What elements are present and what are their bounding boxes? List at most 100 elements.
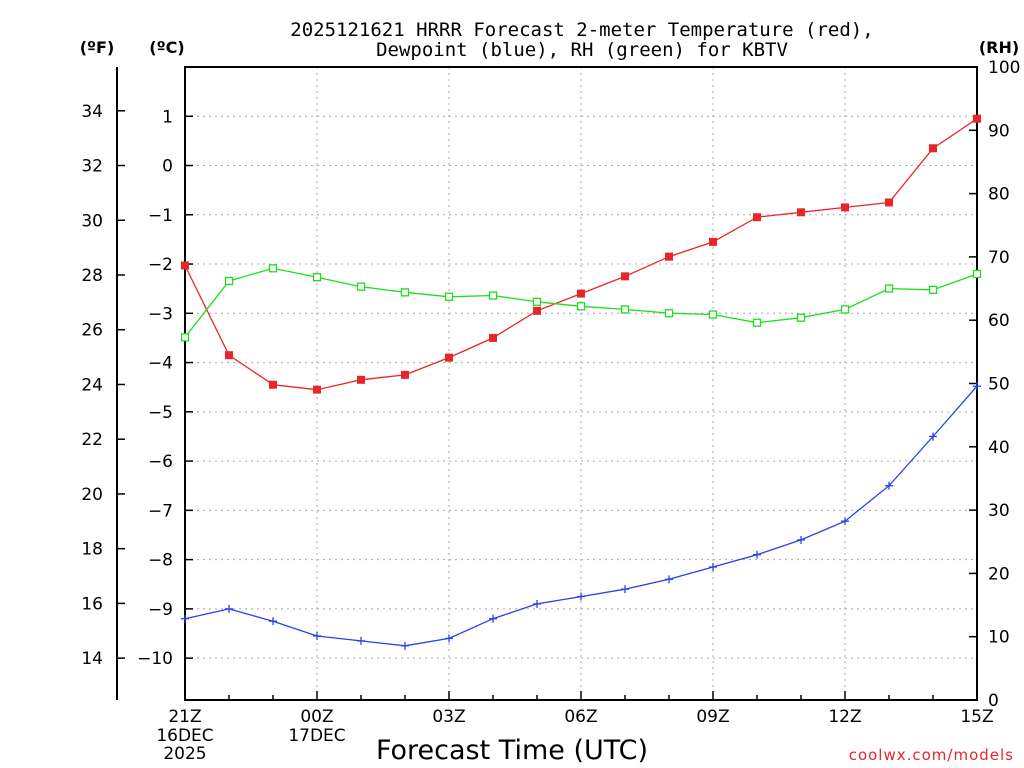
fahrenheit-tick-label: 22 (81, 430, 103, 450)
fahrenheit-tick-label: 34 (81, 102, 103, 122)
temperature-point (973, 114, 981, 123)
year-tick-label: 2025 (163, 744, 206, 764)
dewpoint-point (533, 599, 541, 608)
celsius-tick-label: 1 (162, 107, 173, 127)
temperature-point (665, 252, 673, 261)
fahrenheit-tick-label: 28 (81, 266, 103, 286)
rh-point (400, 288, 410, 297)
rh-point (576, 302, 586, 311)
fahrenheit-tick-label: 32 (81, 157, 103, 177)
dewpoint-point (401, 641, 409, 650)
rh-point (620, 305, 630, 314)
rh-point (224, 276, 234, 286)
temperature-point (489, 333, 497, 342)
dewpoint-point (665, 575, 673, 584)
chart-subtitle: Dewpoint (blue), RH (green) for KBTV (376, 39, 788, 61)
rh-tick-label: 50 (988, 375, 1010, 395)
temperature-point (929, 144, 937, 153)
x-axis-label: Forecast Time (UTC) (376, 735, 648, 766)
time-tick-label: 21Z (168, 707, 201, 727)
celsius-tick-label: −5 (148, 403, 173, 423)
rh-point (708, 310, 718, 319)
time-tick-label: 12Z (828, 707, 861, 727)
rh-tick-label: 20 (988, 564, 1010, 584)
temperature-point (841, 203, 849, 212)
dewpoint-point (357, 636, 365, 645)
fahrenheit-unit-label: (ºF) (80, 38, 115, 57)
rh-point (972, 269, 982, 279)
time-tick-label: 09Z (696, 707, 729, 727)
rh-point (928, 285, 938, 294)
dewpoint-point (973, 382, 981, 391)
temperature-point (225, 351, 233, 360)
rh-point (796, 313, 806, 322)
rh-point (532, 297, 542, 306)
dewpoint-point (445, 634, 453, 643)
fahrenheit-tick-label: 14 (81, 649, 103, 669)
celsius-tick-label: 0 (162, 157, 173, 177)
celsius-tick-label: −2 (148, 255, 173, 275)
temperature-point (577, 289, 585, 298)
rh-point (488, 291, 498, 300)
rh-point (444, 292, 454, 301)
credit-text: coolwx.com/models (849, 746, 1014, 764)
celsius-tick-label: −9 (148, 600, 173, 620)
celsius-tick-label: −1 (148, 206, 173, 226)
rh-tick-label: 40 (988, 438, 1010, 458)
fahrenheit-axis: 34 32 30 28 26 24 22 20 18 16 14 (81, 102, 125, 669)
rh-point (884, 284, 894, 293)
dewpoint-point (885, 481, 893, 490)
rh-tick-label: 60 (988, 311, 1010, 331)
dewpoint-point (841, 517, 849, 526)
rh-point (664, 309, 674, 318)
time-tick-label: 15Z (960, 707, 993, 727)
temperature-point (269, 380, 277, 389)
celsius-tick-label: −7 (148, 501, 173, 521)
dewpoint-point (225, 604, 233, 613)
temperature-point (313, 385, 321, 394)
fahrenheit-tick-label: 26 (81, 321, 103, 341)
time-tick-label: 00Z (300, 707, 333, 727)
celsius-tick-label: −8 (148, 551, 173, 571)
dewpoint-point (621, 585, 629, 594)
dewpoint-point (269, 617, 277, 626)
temperature-point (709, 237, 717, 246)
time-tick-label: 06Z (564, 707, 597, 727)
temperature-point (181, 261, 189, 270)
rh-point (752, 318, 762, 327)
series-layer (180, 114, 982, 650)
rh-point (840, 305, 850, 314)
dewpoint-point (929, 432, 937, 441)
rh-point (312, 273, 322, 282)
temperature-point (885, 198, 893, 207)
fahrenheit-tick-label: 24 (81, 375, 103, 395)
rh-point (180, 333, 190, 342)
rh-tick-label: 30 (988, 501, 1010, 521)
dewpoint-point (489, 614, 497, 623)
rh-point (356, 282, 366, 291)
temperature-point (401, 370, 409, 379)
date-tick-label: 16DEC (156, 726, 213, 746)
rh-point (268, 264, 278, 273)
rh-tick-label: 10 (988, 628, 1010, 648)
chart-title: 2025121621 HRRR Forecast 2-meter Tempera… (290, 19, 873, 41)
fahrenheit-tick-label: 18 (81, 540, 103, 560)
dewpoint-point (753, 550, 761, 559)
fahrenheit-tick-label: 16 (81, 594, 103, 614)
temperature-point (797, 208, 805, 217)
series-rh (180, 264, 982, 342)
temperature-point (753, 213, 761, 222)
dewpoint-point (181, 614, 189, 623)
temperature-point (621, 272, 629, 281)
celsius-unit-label: (ºC) (149, 38, 184, 57)
dewpoint-point (313, 631, 321, 640)
rh-unit-label: (RH) (979, 38, 1019, 57)
dewpoint-point (709, 562, 717, 571)
celsius-axis: 1 0 −1 −2 −3 −4 −5 −6 −7 −8 −9 −10 (137, 107, 193, 669)
celsius-tick-label: −3 (148, 304, 173, 324)
fahrenheit-tick-label: 20 (81, 485, 103, 505)
